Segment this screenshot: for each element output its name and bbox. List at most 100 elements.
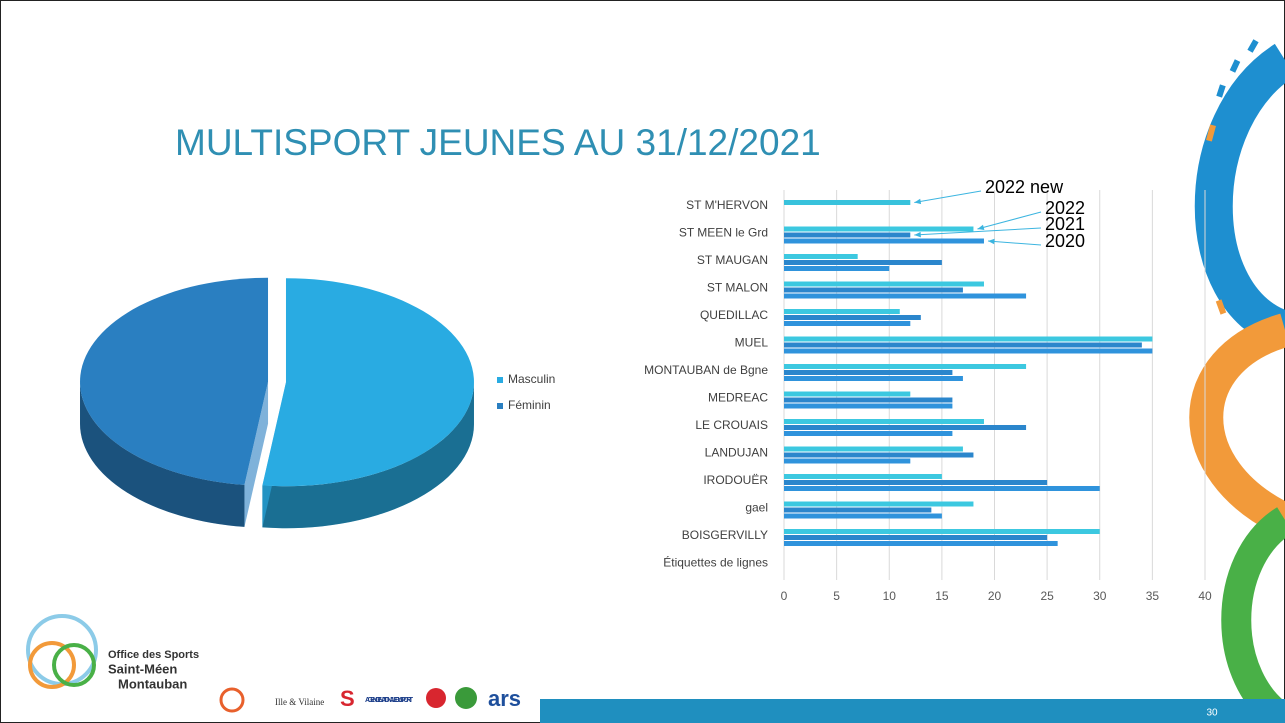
category-label: Étiquettes de lignes [663, 555, 768, 570]
legend-label: Masculin [508, 372, 555, 386]
category-label: ST M'HERVON [686, 198, 768, 212]
pie-slice-group [262, 278, 474, 529]
bar [784, 480, 1048, 485]
partner-name: AGENCE NATIONALE DU SPORT [365, 697, 414, 704]
bar [784, 254, 858, 259]
bar [784, 315, 921, 320]
bar [784, 370, 953, 375]
footer-bar [540, 699, 1285, 723]
bar [784, 486, 1100, 491]
bar [784, 501, 974, 507]
x-tick-label: 0 [781, 589, 788, 603]
bar [784, 266, 890, 271]
category-label: ST MEEN le Grd [679, 226, 768, 240]
arrow-head [914, 198, 922, 205]
deco-orange-arc [1189, 313, 1285, 536]
bar [784, 452, 974, 458]
pie-side [262, 382, 474, 529]
bar [784, 403, 953, 409]
bar [784, 364, 1027, 369]
slide-title: MULTISPORT JEUNES AU 31/12/2021 [175, 122, 821, 163]
bar [784, 446, 963, 452]
pie-slice [80, 277, 269, 485]
deco-dash [1206, 124, 1216, 142]
pie-cut [244, 381, 269, 527]
bar [784, 200, 911, 205]
x-tick-label: 40 [1198, 589, 1212, 603]
bar [784, 513, 942, 519]
series-annotation: 2020 [1045, 231, 1085, 251]
bar [784, 535, 1048, 540]
pie-side [80, 381, 245, 527]
x-tick-label: 35 [1146, 589, 1160, 603]
category-label: LANDUJAN [705, 446, 768, 460]
partner-name: Ille & Vilaine [275, 697, 324, 707]
bar [784, 431, 953, 436]
pie-slice-group [80, 277, 269, 527]
series-annotation: 2022 new [985, 177, 1064, 197]
x-tick-label: 25 [1040, 589, 1054, 603]
partner-name: ars [488, 686, 521, 711]
logo: Office des Sports Saint-Méen Montauban [26, 614, 199, 691]
bar [784, 391, 911, 397]
deco-dashes [1206, 39, 1259, 275]
category-label: BOISGERVILLY [682, 528, 768, 542]
deco-dash [1215, 299, 1227, 315]
annotation-arrow [987, 240, 1042, 246]
bar [784, 474, 942, 479]
category-label: MUEL [735, 336, 769, 350]
logo-text: Montauban [118, 676, 187, 691]
series-annotation: 2021 [1045, 214, 1085, 234]
bar [784, 287, 963, 293]
category-label: MEDREAC [708, 391, 768, 405]
pie-side-shade [80, 381, 245, 527]
bar [784, 336, 1153, 342]
category-label: QUEDILLAC [700, 308, 768, 322]
bar [784, 238, 984, 244]
bar [784, 281, 984, 287]
category-label: gael [745, 501, 768, 515]
pie-slice [262, 278, 474, 487]
x-tick-label: 30 [1093, 589, 1107, 603]
category-label: ST MALON [707, 281, 768, 295]
bar [784, 348, 1153, 354]
bar [784, 232, 911, 238]
bar [784, 419, 984, 424]
arrow-head [914, 231, 921, 238]
bar [784, 376, 963, 381]
category-label: IRODOUËR [703, 473, 768, 487]
bar [784, 507, 932, 513]
logo-text: Office des Sports [108, 649, 199, 661]
category-label: ST MAUGAN [697, 253, 768, 267]
x-tick-label: 15 [935, 589, 949, 603]
bar [784, 293, 1027, 299]
deco-blue-arc [1194, 43, 1285, 349]
bar [784, 529, 1100, 534]
annotation-arrow [914, 227, 1042, 236]
x-tick-label: 20 [988, 589, 1002, 603]
svg-text:S: S [340, 686, 355, 711]
x-tick-label: 5 [833, 589, 840, 603]
bar [784, 458, 911, 464]
category-label: LE CROUAIS [695, 418, 768, 432]
bar [784, 226, 974, 232]
annotation-arrow [914, 190, 982, 203]
x-tick-label: 10 [883, 589, 897, 603]
slide-number: 30 [1206, 708, 1218, 719]
arrow-head [987, 238, 995, 245]
partner-logos: Ille & Vilaine S AGENCE NATIONALE DU SPO… [219, 686, 521, 713]
pie-side-shade [262, 382, 474, 529]
bar [784, 260, 942, 265]
bar [784, 309, 900, 314]
bar [784, 397, 953, 403]
logo-text: Saint-Méen [108, 661, 177, 676]
annotation-arrow [977, 211, 1042, 230]
bar [784, 321, 911, 326]
legend-label: Féminin [508, 398, 551, 412]
bar [784, 541, 1058, 546]
bar [784, 342, 1142, 348]
category-label: MONTAUBAN de Bgne [644, 363, 768, 377]
series-annotation: 2022 [1045, 198, 1085, 218]
charts: Masculin Féminin 0 5 10 15 20 25 30 35 40 ST M'HERV… [80, 177, 1212, 603]
